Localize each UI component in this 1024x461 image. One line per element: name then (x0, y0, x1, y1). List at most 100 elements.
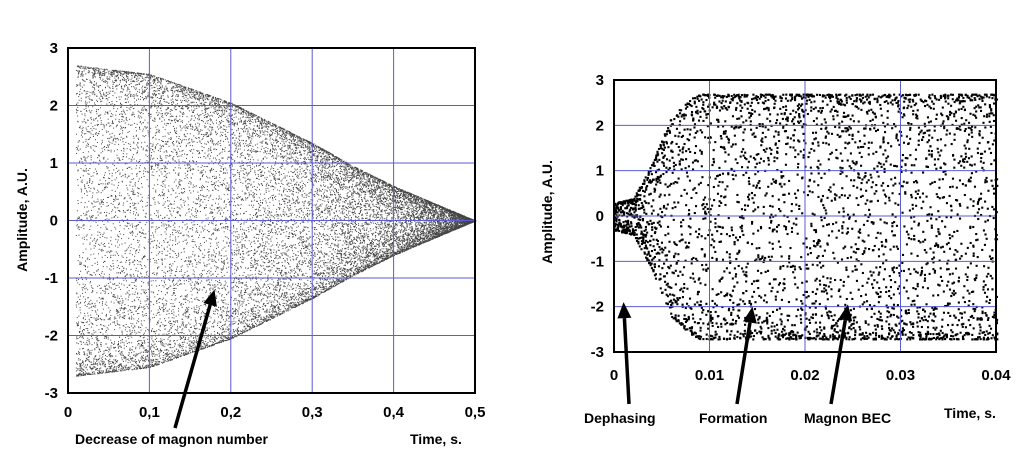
scatter-point (179, 106, 181, 108)
scatter-point (75, 304, 77, 306)
scatter-point (85, 213, 87, 215)
scatter-point (81, 337, 83, 339)
scatter-point (162, 276, 164, 278)
scatter-point (147, 360, 149, 362)
scatter-point (178, 226, 180, 228)
scatter-point (135, 306, 137, 308)
scatter-point (80, 110, 82, 112)
scatter-point (83, 156, 85, 158)
scatter-point (144, 356, 146, 358)
scatter-point (111, 287, 113, 289)
scatter-point (97, 211, 99, 213)
scatter-point (166, 144, 168, 146)
scatter-point (86, 364, 88, 366)
scatter-point (115, 138, 117, 140)
scatter-point (100, 74, 102, 76)
scatter-point (151, 222, 153, 224)
scatter-point (151, 284, 153, 286)
scatter-point (90, 67, 92, 69)
scatter-point (129, 334, 131, 336)
scatter-point (92, 134, 94, 136)
scatter-point (178, 155, 180, 157)
scatter-point (118, 286, 120, 288)
scatter-point (195, 231, 197, 233)
scatter-point (95, 118, 97, 120)
scatter-point (127, 101, 129, 103)
scatter-point (95, 318, 97, 320)
scatter-point (142, 209, 144, 211)
scatter-point (164, 275, 166, 277)
scatter-point (94, 348, 96, 350)
scatter-point (117, 297, 119, 299)
scatter-point (78, 84, 80, 86)
scatter-point (104, 237, 106, 239)
scatter-point (170, 150, 172, 152)
scatter-point (184, 135, 186, 137)
scatter-point (100, 275, 102, 277)
scatter-point (181, 274, 183, 276)
scatter-point (189, 301, 191, 303)
scatter-point (102, 290, 104, 292)
scatter-point (79, 352, 81, 354)
scatter-point (166, 163, 168, 165)
scatter-point (191, 236, 193, 238)
scatter-point (107, 288, 109, 290)
scatter-point (113, 371, 115, 373)
scatter-point (162, 159, 164, 161)
scatter-point (154, 79, 156, 81)
scatter-point (157, 80, 159, 82)
scatter-point (174, 294, 176, 296)
scatter-point (82, 292, 84, 294)
scatter-point (135, 252, 137, 254)
scatter-point (201, 102, 203, 104)
scatter-point (158, 353, 160, 355)
scatter-point (93, 75, 95, 77)
scatter-point (113, 135, 115, 137)
scatter-point (76, 210, 78, 212)
scatter-point (84, 343, 86, 345)
scatter-point (104, 219, 106, 221)
scatter-point (144, 314, 146, 316)
scatter-point (174, 351, 176, 352)
scatter-point (132, 357, 134, 359)
scatter-point (157, 114, 159, 116)
scatter-point (154, 80, 156, 82)
scatter-point (105, 95, 107, 97)
scatter-point (160, 343, 162, 345)
scatter-point (117, 137, 119, 139)
scatter-point (87, 359, 89, 361)
scatter-point (106, 371, 108, 373)
scatter-point (194, 345, 196, 347)
scatter-point (183, 234, 185, 236)
scatter-point (168, 317, 170, 319)
scatter-point (136, 367, 138, 369)
scatter-point (124, 329, 126, 331)
scatter-point (141, 109, 142, 111)
scatter-point (92, 288, 94, 290)
scatter-point (114, 104, 116, 106)
scatter-point (109, 353, 111, 355)
scatter-point (139, 171, 141, 173)
scatter-point (193, 336, 195, 338)
scatter-point (88, 182, 90, 184)
scatter-point (164, 207, 166, 209)
scatter-point (163, 361, 165, 363)
scatter-point (137, 195, 139, 197)
scatter-point (89, 163, 91, 165)
scatter-point (128, 130, 130, 132)
scatter-point (171, 359, 173, 361)
scatter-point (85, 91, 87, 93)
scatter-point (88, 340, 90, 342)
scatter-point (139, 367, 141, 369)
scatter-point (78, 321, 80, 323)
scatter-point (130, 274, 132, 276)
scatter-point (128, 352, 130, 354)
scatter-point (174, 87, 176, 89)
scatter-point (165, 284, 167, 286)
scatter-point (164, 165, 166, 167)
scatter-point (117, 284, 119, 286)
scatter-point (191, 341, 193, 343)
scatter-point (166, 122, 168, 124)
scatter-point (121, 119, 123, 120)
scatter-point (130, 160, 132, 162)
